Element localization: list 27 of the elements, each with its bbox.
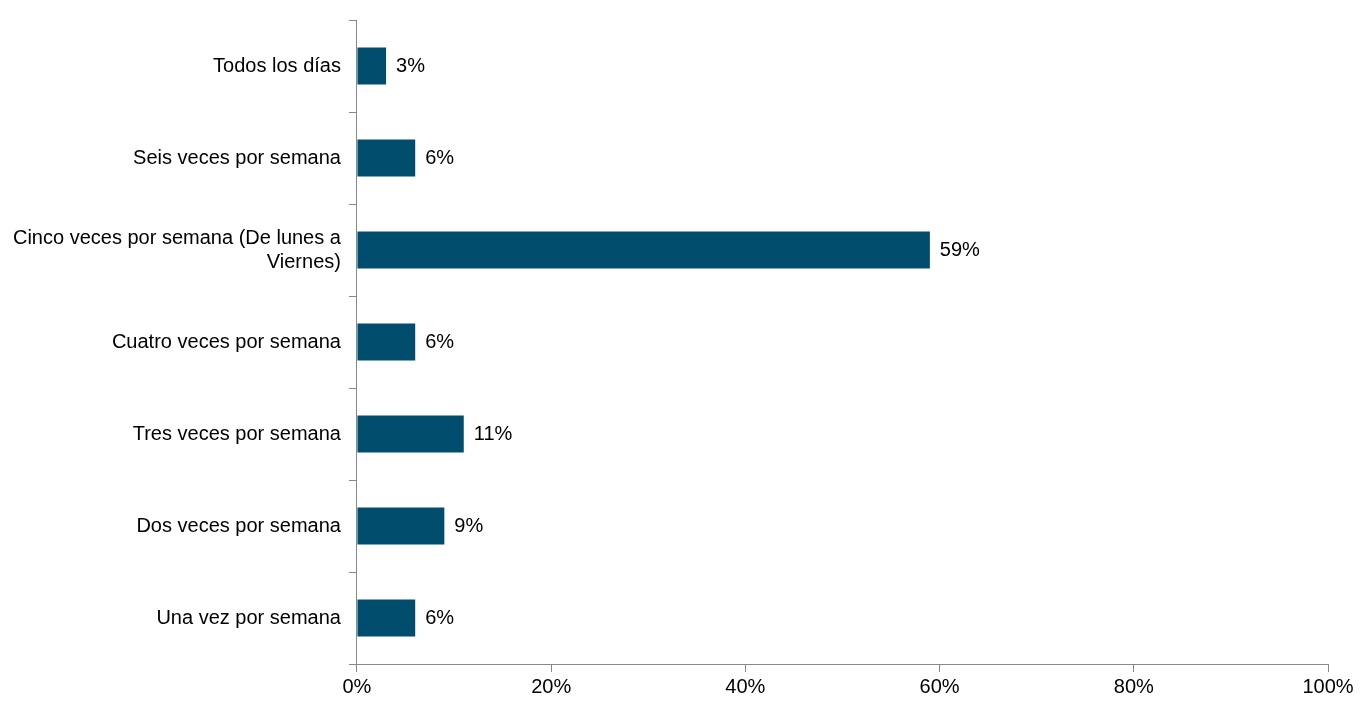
x-tick-label: 0% — [342, 674, 372, 697]
x-tick-label: 60% — [919, 674, 960, 697]
data-label: 3% — [396, 53, 426, 76]
y-tick-label: Todos los días — [213, 53, 341, 76]
data-label: 6% — [425, 329, 455, 352]
data-label: 9% — [454, 513, 484, 536]
bar — [357, 507, 445, 545]
bar — [357, 599, 416, 637]
x-tick-label: 100% — [1302, 674, 1354, 697]
x-tick-label: 80% — [1113, 674, 1155, 697]
x-tick-label: 40% — [725, 674, 766, 697]
y-tick-label: Cuatro veces por semana — [111, 329, 342, 352]
x-tick-label: 20% — [531, 674, 572, 697]
bar — [357, 231, 930, 269]
bar — [357, 139, 416, 177]
data-label: 59% — [939, 237, 981, 260]
y-tick-label: Tres veces por semana — [132, 421, 342, 444]
data-label: 6% — [425, 145, 455, 168]
y-tick-label: Cinco veces por semana (De lunes a Viernes) — [12, 225, 342, 272]
bar — [357, 47, 387, 85]
data-label: 11% — [473, 421, 513, 444]
bar — [357, 323, 416, 361]
y-tick-label: Dos veces por semana — [136, 513, 342, 536]
data-label: 6% — [425, 605, 455, 628]
y-tick-label: Una vez por semana — [156, 605, 342, 628]
bar — [357, 415, 464, 453]
y-tick-label: Seis veces por semana — [133, 145, 342, 168]
